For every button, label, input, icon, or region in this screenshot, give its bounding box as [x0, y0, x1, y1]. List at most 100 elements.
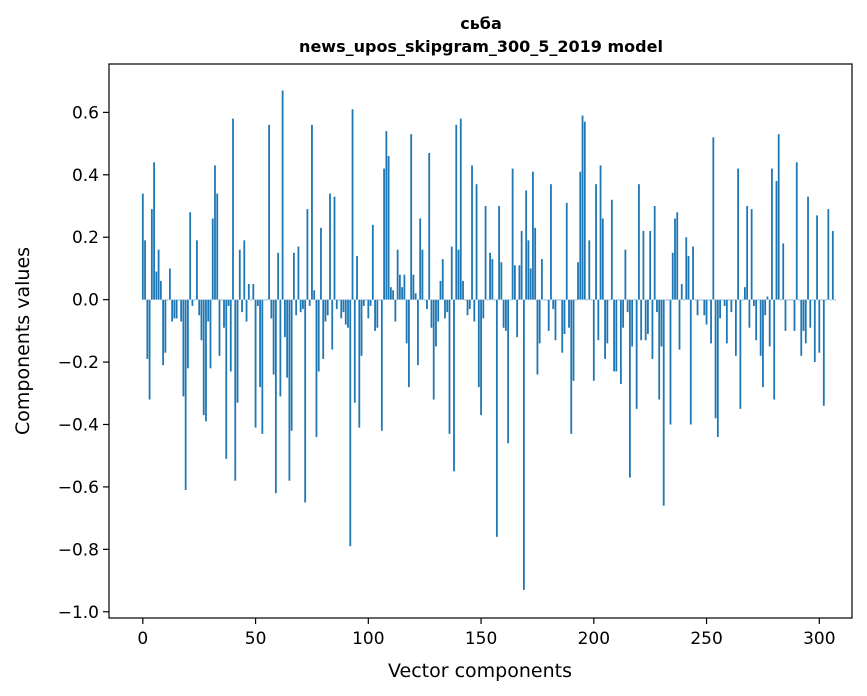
bar-component-122	[417, 299, 419, 366]
bar-component-49	[252, 284, 255, 300]
bar-component-60	[277, 252, 280, 300]
bar-component-48	[250, 299, 252, 301]
bar-component-268	[746, 206, 749, 300]
bar-component-202	[597, 299, 600, 341]
bar-component-76	[313, 290, 316, 300]
bar-component-135	[446, 299, 449, 313]
bar-component-210	[615, 299, 618, 372]
bar-component-117	[405, 299, 408, 344]
bar-component-34	[218, 299, 221, 356]
bar-component-184	[556, 299, 559, 301]
bar-component-176	[538, 299, 541, 344]
bar-component-168	[520, 230, 523, 300]
bar-component-155	[491, 259, 494, 300]
bar-component-258	[723, 299, 726, 306]
bar-component-188	[565, 202, 568, 300]
bar-component-293	[802, 299, 805, 331]
bar-component-67	[293, 252, 295, 300]
bar-component-196	[583, 121, 586, 300]
y-tick-label: 0.6	[72, 103, 99, 123]
bar-component-73	[306, 209, 309, 300]
bar-component-263	[734, 299, 737, 356]
bar-component-30	[209, 299, 212, 369]
bar-component-50	[254, 299, 257, 428]
bar-component-17	[180, 299, 183, 322]
bar-component-178	[543, 299, 546, 301]
bar-component-162	[507, 299, 510, 444]
bar-component-66	[290, 299, 293, 431]
bar-component-95	[356, 255, 358, 300]
bar-component-119	[410, 134, 413, 300]
bar-component-129	[432, 299, 435, 400]
bar-component-156	[493, 299, 496, 301]
bar-component-193	[577, 262, 579, 300]
bar-component-181	[550, 184, 552, 300]
bar-component-32	[214, 165, 216, 300]
bar-component-107	[383, 168, 385, 300]
bar-component-159	[500, 262, 503, 300]
bar-component-1	[144, 240, 146, 300]
bar-component-252	[710, 299, 712, 344]
bar-component-262	[732, 299, 735, 301]
bar-component-64	[286, 299, 289, 378]
bar-component-77	[315, 299, 318, 437]
bar-component-300	[818, 299, 821, 353]
bar-component-83	[329, 193, 331, 300]
bar-component-222	[642, 230, 645, 300]
bar-component-113	[396, 249, 399, 300]
y-tick-label: 0.0	[72, 291, 99, 311]
bar-component-118	[408, 299, 410, 388]
bar-component-70	[299, 299, 302, 313]
bar-component-260	[728, 299, 730, 301]
bar-component-221	[640, 299, 643, 341]
bars-group	[141, 90, 836, 590]
bar-component-139	[455, 124, 458, 300]
bar-component-185	[559, 299, 561, 301]
bar-component-109	[387, 156, 390, 300]
bar-component-46	[245, 299, 248, 322]
bar-component-142	[462, 280, 464, 300]
bar-component-269	[748, 299, 751, 328]
bar-component-234	[669, 299, 672, 425]
bar-component-18	[182, 299, 185, 397]
bar-component-140	[457, 249, 460, 300]
bar-component-213	[622, 299, 625, 328]
bar-component-203	[599, 165, 602, 300]
bar-component-4	[150, 209, 153, 300]
bar-component-253	[712, 137, 715, 300]
bar-component-58	[272, 299, 275, 375]
bar-component-28	[205, 299, 207, 422]
bar-component-245	[694, 299, 697, 301]
bar-component-103	[374, 299, 376, 331]
bar-component-121	[414, 293, 417, 300]
bar-component-141	[459, 118, 462, 300]
bar-component-276	[764, 299, 767, 316]
bar-component-78	[317, 299, 320, 372]
bar-component-187	[563, 299, 566, 334]
bar-component-31	[211, 218, 214, 300]
bar-component-115	[401, 287, 404, 300]
bar-component-14	[173, 299, 176, 319]
bar-component-264	[737, 168, 740, 300]
bar-component-175	[536, 299, 539, 375]
bar-component-173	[532, 171, 534, 300]
bar-component-236	[674, 218, 676, 300]
bar-component-130	[435, 299, 437, 347]
bar-component-261	[730, 299, 733, 313]
bar-component-219	[635, 299, 638, 409]
bar-component-239	[680, 284, 683, 300]
bar-component-149	[477, 299, 480, 388]
x-axis-ticks: 0 50 100 150 200 250 300	[137, 618, 836, 649]
bar-component-153	[486, 299, 489, 301]
bar-component-189	[568, 299, 570, 328]
bar-component-24	[196, 240, 198, 300]
bar-component-231	[662, 299, 665, 506]
bar-component-172	[529, 268, 532, 300]
bar-component-165	[513, 265, 516, 300]
bar-component-16	[178, 299, 180, 301]
bar-component-131	[437, 299, 440, 322]
bar-component-84	[331, 299, 334, 350]
bar-component-217	[631, 299, 634, 347]
bar-component-2	[146, 299, 149, 359]
y-tick-label: −0.2	[58, 353, 99, 373]
